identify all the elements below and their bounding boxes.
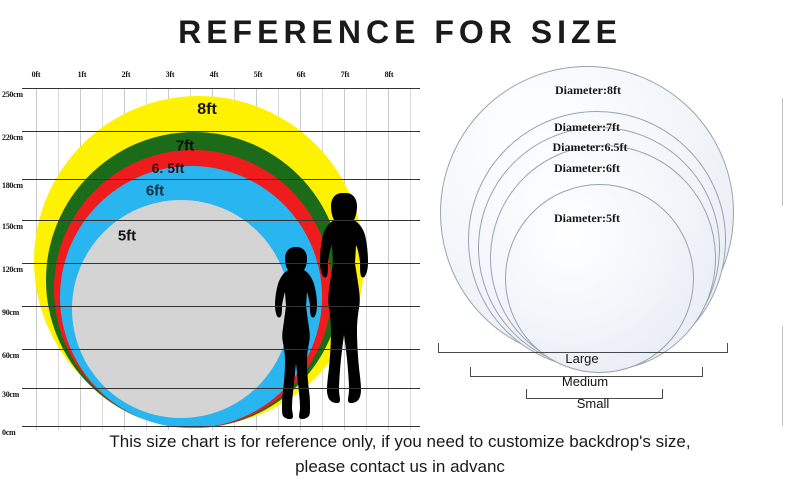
y-tick-60cm: 60cm xyxy=(2,351,20,360)
disc-label-6-5ft: Diameter:6.5ft xyxy=(552,140,628,154)
child-silhouette xyxy=(275,247,317,419)
gridline-v-16 xyxy=(388,88,389,430)
edge-rule-top xyxy=(782,98,783,206)
x-tick-1ft: 1ft xyxy=(77,70,87,79)
y-tick-120cm: 120cm xyxy=(2,265,23,274)
ring-label-5ft: 5ft xyxy=(117,227,137,245)
gridline-h-0 xyxy=(22,426,420,427)
ring-label-7ft: 7ft xyxy=(175,137,195,155)
gridline-v-17 xyxy=(410,88,411,430)
disclaimer-caption: This size chart is for reference only, i… xyxy=(0,430,800,479)
gridline-h-180 xyxy=(22,179,420,180)
bracket-label-medium: Medium xyxy=(561,374,609,389)
disc-label-8ft: Diameter:8ft xyxy=(555,83,621,97)
ring-label-6-5ft: 6. 5ft xyxy=(151,160,185,176)
bracket-small xyxy=(526,389,663,399)
disc-label-5ft: Diameter:5ft xyxy=(554,211,620,225)
ring-label-6ft: 6ft xyxy=(145,182,165,200)
bracket-large xyxy=(438,343,728,353)
bracket-label-large: Large xyxy=(565,351,599,366)
disc-label-6ft: Diameter:6ft xyxy=(554,161,620,175)
y-tick-90cm: 90cm xyxy=(2,308,20,317)
gridline-h-90 xyxy=(22,306,420,307)
woman-silhouette xyxy=(320,193,368,403)
gridline-h-60 xyxy=(22,349,420,350)
bracket-medium xyxy=(470,367,703,377)
x-tick-4ft: 4ft xyxy=(209,70,219,79)
gridline-h-220 xyxy=(22,131,420,132)
bracket-label-small: Small xyxy=(576,396,610,411)
ring-5ft xyxy=(72,200,290,418)
caption-line-2: please contact us in advanc xyxy=(295,456,505,476)
x-tick-3ft: 3ft xyxy=(165,70,175,79)
gridline-h-150 xyxy=(22,220,420,221)
y-tick-0cm: 0cm xyxy=(2,428,16,437)
x-tick-8ft: 8ft xyxy=(384,70,394,79)
backdrop-diameter-diagram: Diameter:8ft Diameter:7ft Diameter:6.5ft… xyxy=(430,58,795,430)
x-tick-5ft: 5ft xyxy=(253,70,263,79)
disc-label-7ft: Diameter:7ft xyxy=(554,120,620,134)
disc-5ft xyxy=(505,184,694,373)
y-tick-250cm: 250cm xyxy=(2,90,23,99)
page-title: REFERENCE FOR SIZE xyxy=(178,14,622,50)
height-comparison-chart: 0ft 1ft 2ft 3ft 4ft 5ft 6ft 7ft 8ft xyxy=(0,70,420,437)
ring-label-8ft: 8ft xyxy=(197,101,217,118)
y-tick-150cm: 150cm xyxy=(2,222,23,231)
caption-line-1: This size chart is for reference only, i… xyxy=(109,432,691,451)
x-tick-7ft: 7ft xyxy=(340,70,350,79)
gridline-h-30 xyxy=(22,388,420,389)
y-tick-180cm: 180cm xyxy=(2,181,23,190)
x-tick-0ft: 0ft xyxy=(31,70,41,79)
y-tick-220cm: 220cm xyxy=(2,133,23,142)
y-tick-30cm: 30cm xyxy=(2,390,20,399)
backdrop-size-rings: 8ft 7ft 6. 5ft 6ft 5ft xyxy=(22,88,420,430)
x-tick-2ft: 2ft xyxy=(121,70,131,79)
gridline-h-250 xyxy=(22,88,420,89)
edge-rule-bottom xyxy=(782,326,783,426)
x-tick-6ft: 6ft xyxy=(296,70,306,79)
gridline-h-120 xyxy=(22,263,420,264)
